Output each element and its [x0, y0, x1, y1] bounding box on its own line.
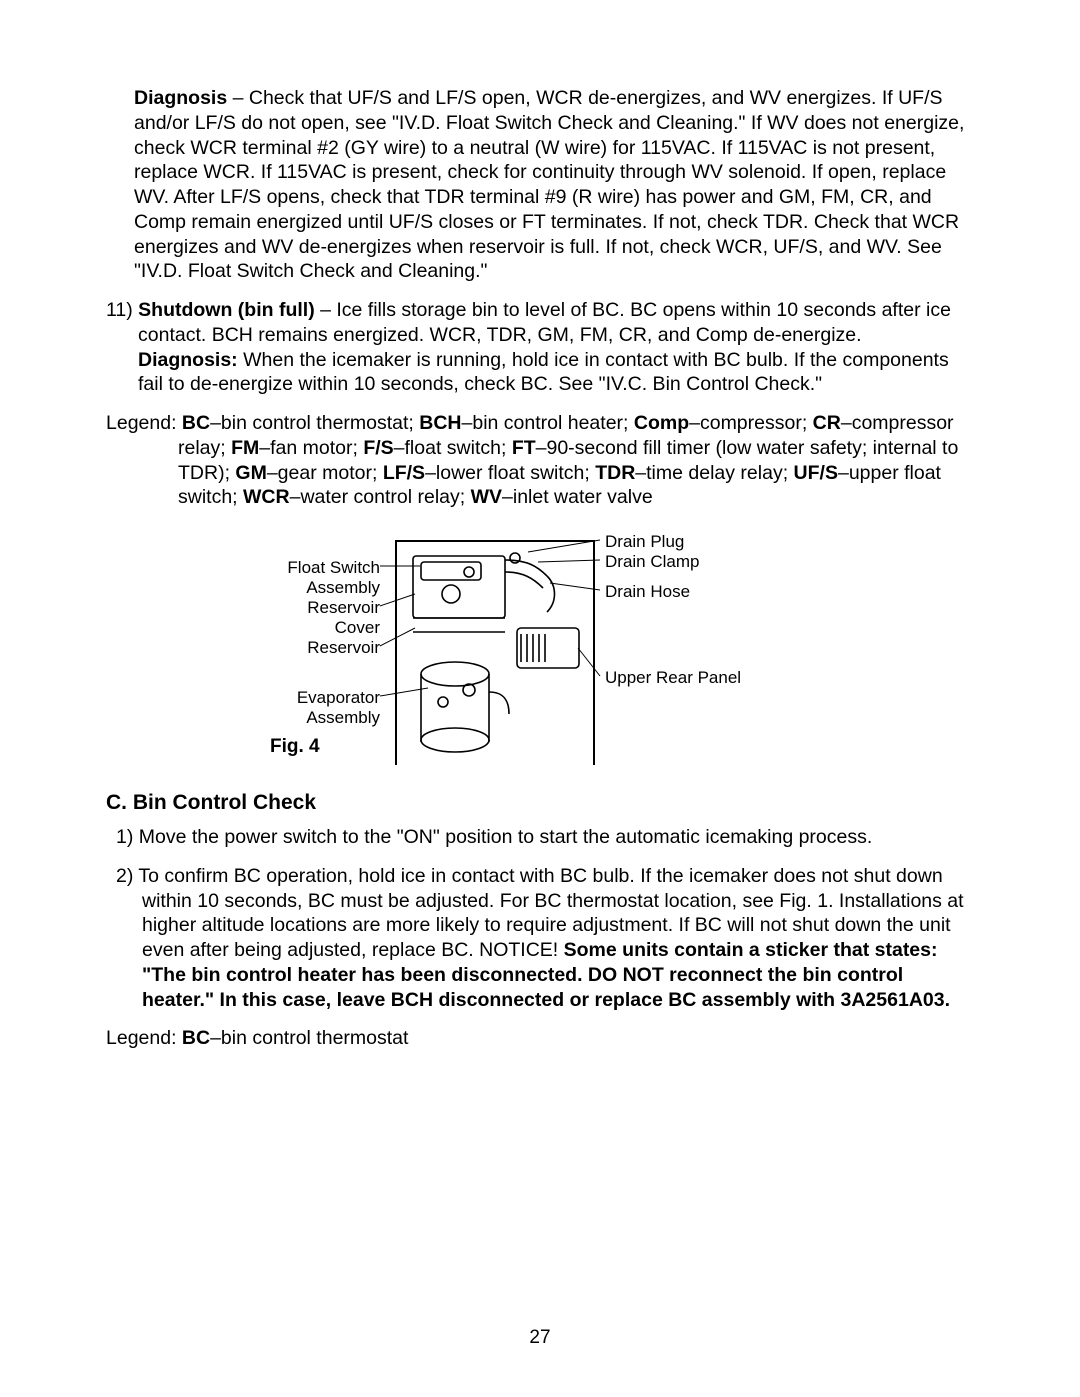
step-11-number: 11): [106, 299, 138, 321]
legend-block-1: Legend: BC–bin control thermostat; BCH–b…: [178, 411, 974, 510]
figure-label-left: Float SwitchAssembly: [287, 558, 380, 597]
legend2-prefix: Legend:: [106, 1027, 182, 1049]
figure-label-left: ReservoirCover: [307, 598, 380, 637]
step-11-lead: Shutdown (bin full): [138, 299, 315, 321]
legend-block-2: Legend: BC–bin control thermostat: [106, 1026, 974, 1051]
section-c-step-1: 1) Move the power switch to the "ON" pos…: [142, 825, 974, 850]
page-number: 27: [0, 1327, 1080, 1349]
figure-label-right: Drain Clamp: [605, 552, 699, 572]
step-11-diag-lead: Diagnosis:: [138, 349, 238, 371]
step-11: 11) Shutdown (bin full) – Ice fills stor…: [138, 298, 974, 397]
step1-text: Move the power switch to the "ON" positi…: [139, 826, 873, 848]
legend2-abbr: BC: [182, 1027, 210, 1049]
diagram-outline: [395, 540, 595, 765]
figure-label-left: EvaporatorAssembly: [297, 688, 380, 727]
diagram-svg: [397, 542, 597, 767]
figure-label-left: Reservoir: [307, 638, 380, 658]
step-11-diag-text: When the icemaker is running, hold ice i…: [138, 349, 949, 396]
section-c-heading: C. Bin Control Check: [106, 791, 974, 815]
diagnosis-lead: Diagnosis: [134, 87, 227, 109]
diagnosis-text: – Check that UF/S and LF/S open, WCR de-…: [134, 87, 964, 282]
step2-number: 2): [116, 865, 138, 887]
legend2-def: –bin control thermostat: [210, 1027, 408, 1049]
figure-label-right: Upper Rear Panel: [605, 668, 741, 688]
figure-4-wrap: Fig. 4 Float SwitchAssemblyReservoirCove…: [106, 528, 974, 773]
diagnosis-paragraph: Diagnosis – Check that UF/S and LF/S ope…: [134, 86, 974, 284]
section-c-step-2: 2) To confirm BC operation, hold ice in …: [142, 864, 974, 1013]
step1-number: 1): [116, 826, 139, 848]
figure-label-right: Drain Hose: [605, 582, 690, 602]
figure-label-right: Drain Plug: [605, 532, 684, 552]
figure-4: Fig. 4 Float SwitchAssemblyReservoirCove…: [260, 528, 820, 773]
figure-caption: Fig. 4: [270, 736, 320, 758]
